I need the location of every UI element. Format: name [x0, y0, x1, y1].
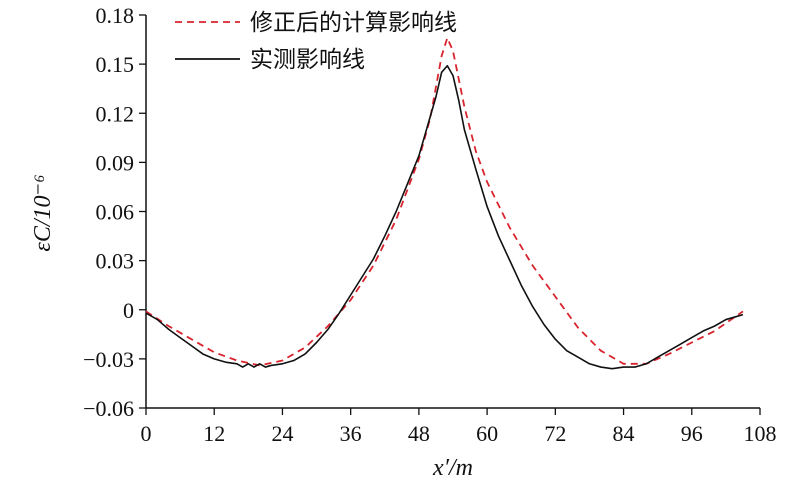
x-tick-label: 84 — [613, 421, 635, 446]
x-tick-label: 0 — [141, 421, 152, 446]
legend-label-corrected: 修正后的计算影响线 — [250, 10, 457, 36]
y-tick-label: 0.18 — [96, 3, 135, 28]
axes — [145, 15, 760, 409]
tick-marks — [139, 14, 761, 415]
y-tick-label: 0 — [123, 298, 134, 323]
y-tick-label: 0.06 — [96, 200, 135, 225]
series-line-measured — [145, 64, 744, 370]
legend-label-measured: 实测影响线 — [250, 47, 365, 73]
x-tick-label: 48 — [408, 421, 430, 446]
y-tick-label: −0.06 — [83, 396, 134, 421]
tick-labels: 0 12 24 36 48 60 72 84 96 108 −0.06 −0.03 0 0.03 0.06 0… — [83, 3, 776, 446]
x-tick-label: 60 — [476, 421, 498, 446]
y-tick-label: 0.03 — [96, 249, 135, 274]
y-axis-title: εC/10⁻⁶ — [30, 174, 56, 251]
x-axis-title: x′/m — [432, 455, 473, 481]
y-tick-label: −0.03 — [83, 347, 134, 372]
x-tick-label: 24 — [271, 421, 293, 446]
x-tick-label: 108 — [744, 421, 777, 446]
y-tick-label: 0.15 — [96, 52, 135, 77]
y-tick-label: 0.09 — [96, 150, 135, 175]
x-tick-label: 12 — [203, 421, 225, 446]
legend: 修正后的计算影响线 实测影响线 — [175, 10, 457, 73]
x-tick-label: 72 — [544, 421, 566, 446]
series-lines — [145, 37, 744, 370]
x-tick-label: 96 — [681, 421, 703, 446]
x-tick-label: 36 — [340, 421, 362, 446]
series-line-corrected — [145, 37, 744, 367]
y-tick-label: 0.12 — [96, 101, 135, 126]
